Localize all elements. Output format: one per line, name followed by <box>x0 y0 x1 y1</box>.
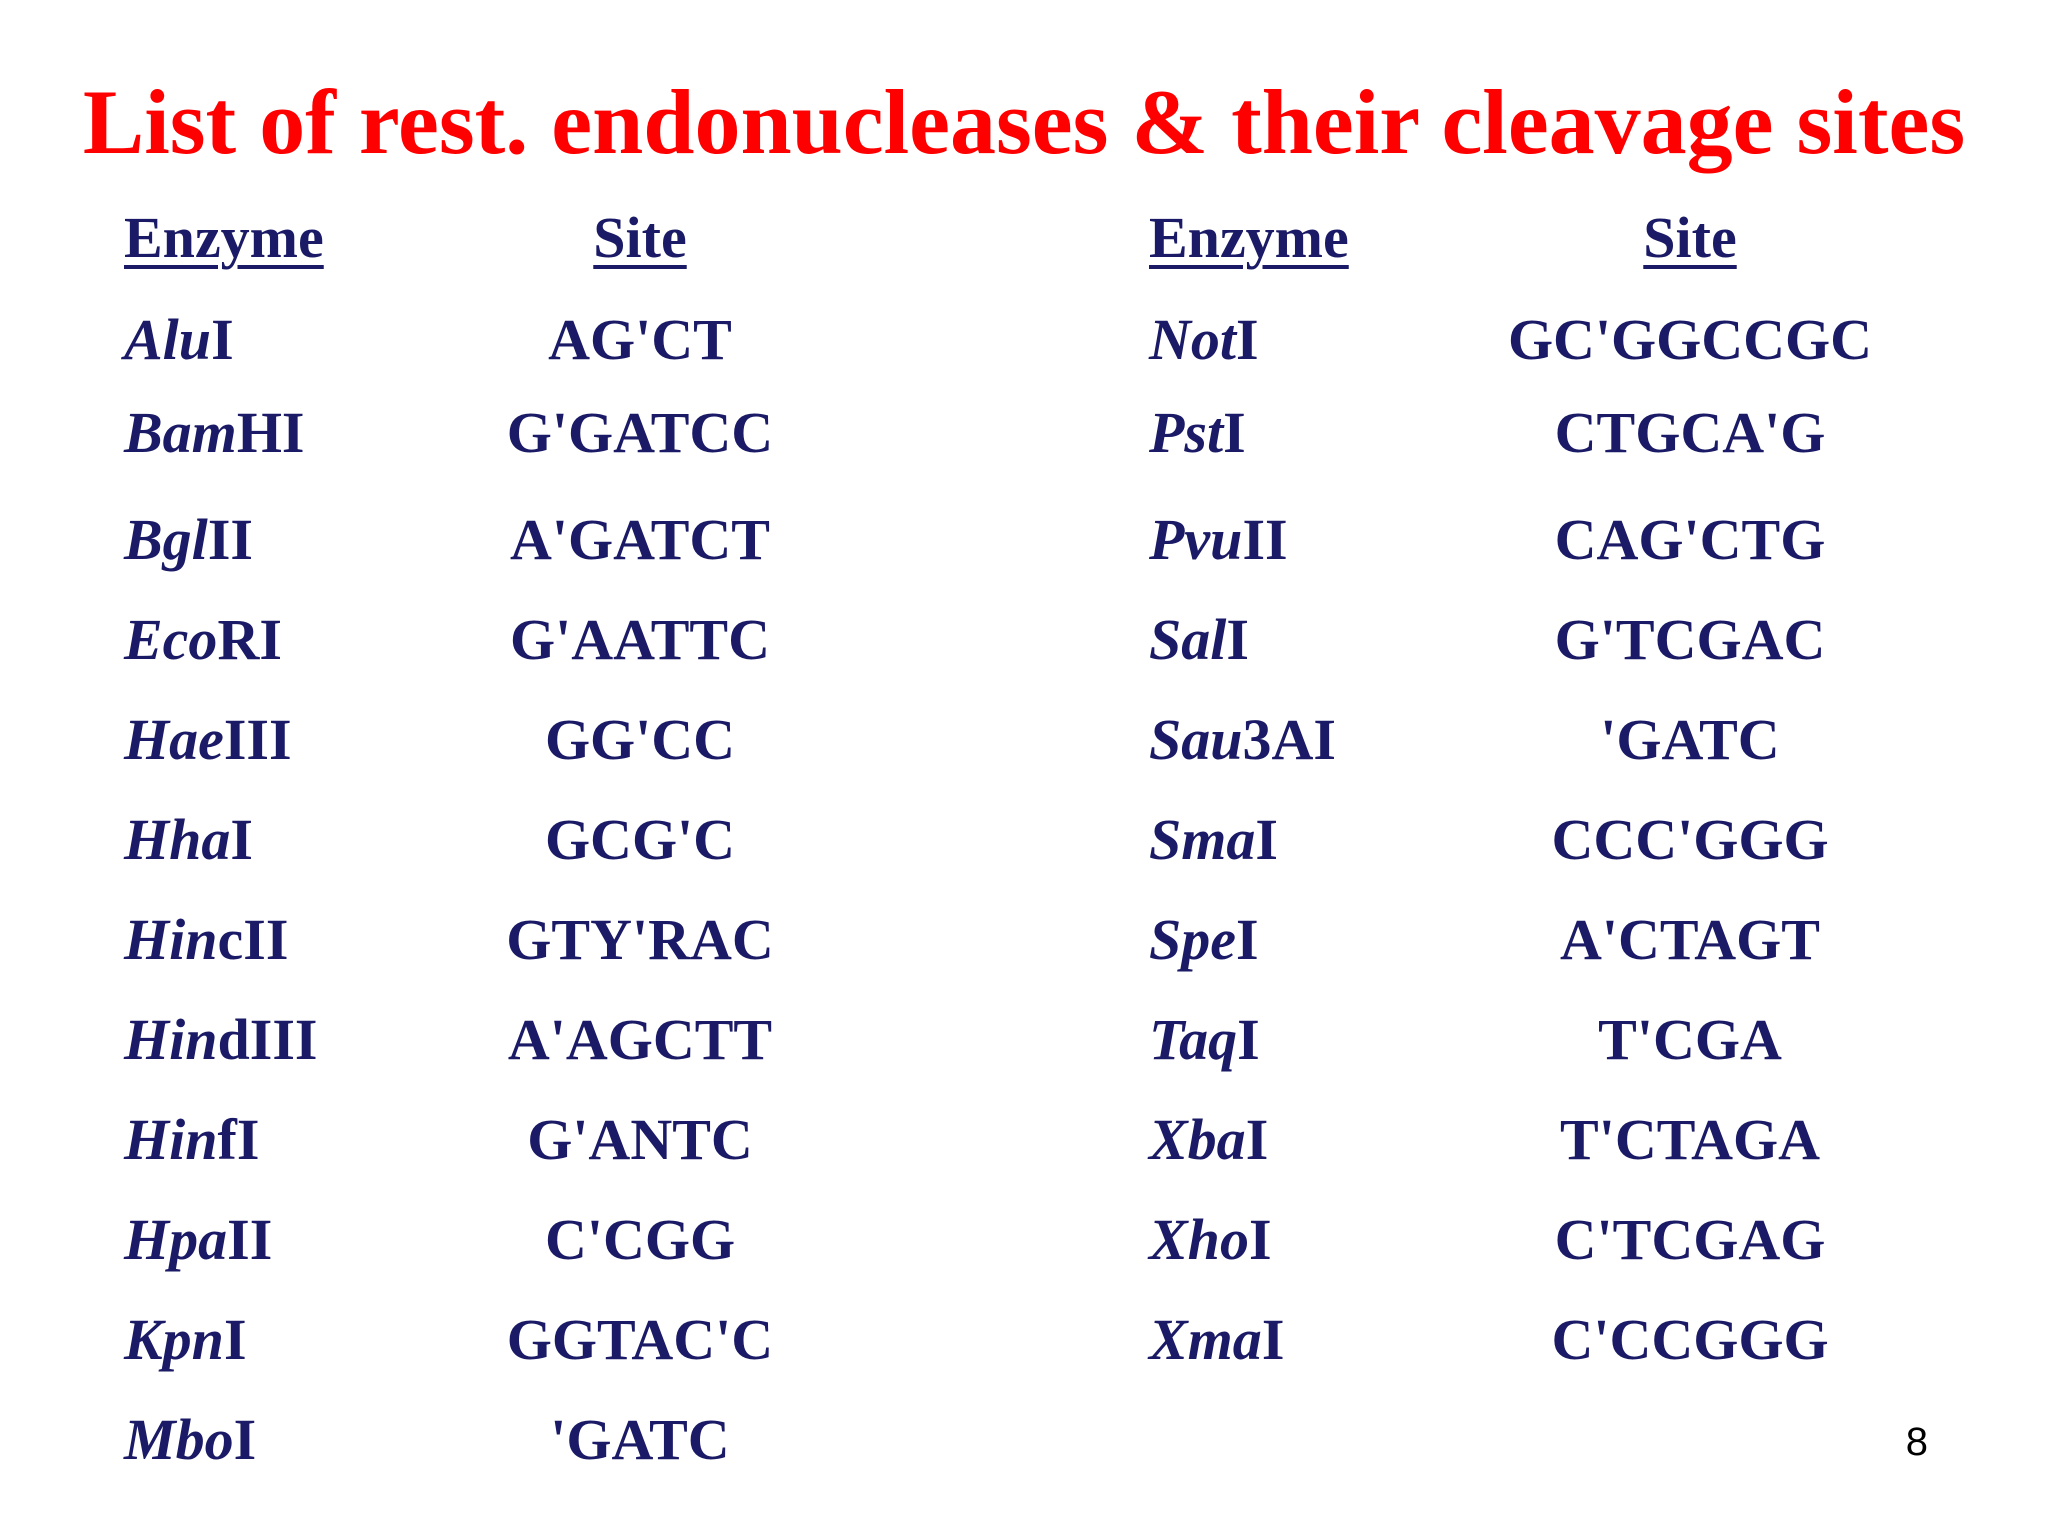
cleavage-site: GCG'C <box>544 807 736 872</box>
cleavage-site: G'TCGAC <box>1554 607 1826 672</box>
enzyme-genus: Mbo <box>124 1407 234 1472</box>
enzyme-genus: Hae <box>124 707 224 772</box>
enzyme-name: PvuII <box>1149 500 1529 580</box>
enzyme-genus: Alu <box>124 307 212 372</box>
enzyme-name: HinfI <box>124 1100 504 1180</box>
page-number: 8 <box>1905 1420 1928 1464</box>
enzyme-genus: Pst <box>1149 400 1224 465</box>
enzyme-suffix: I <box>1223 400 1246 465</box>
enzyme-genus: Sma <box>1149 807 1256 872</box>
enzyme-genus: Eco <box>124 607 218 672</box>
enzyme-suffix: I <box>1236 307 1259 372</box>
cleavage-site: GG'CC <box>544 707 736 772</box>
enzyme-name: BglII <box>124 500 504 580</box>
cleavage-site: G'ANTC <box>527 1107 753 1172</box>
enzyme-name: XmaI <box>1149 1300 1529 1380</box>
cleavage-site: T'CTAGA <box>1560 1107 1820 1172</box>
enzyme-genus: Kpn <box>124 1307 224 1372</box>
enzyme-genus: Spe <box>1149 907 1236 972</box>
enzyme-name: HpaII <box>124 1200 504 1280</box>
enzyme-name: Sau3AI <box>1149 700 1529 780</box>
enzyme-genus: Pvu <box>1149 507 1243 572</box>
enzyme-name: HhaI <box>124 800 504 880</box>
enzyme-suffix: I <box>1261 1307 1285 1372</box>
cleavage-site: T'CGA <box>1598 1007 1782 1072</box>
enzyme-genus: Bam <box>124 400 237 465</box>
cleavage-site: AG'CT <box>548 307 732 372</box>
cleavage-site: GC'GGCCGC <box>1507 307 1873 372</box>
cleavage-site: 'GATC <box>550 1407 730 1472</box>
enzyme-suffix: I <box>1248 1207 1272 1272</box>
header-site-right: Site <box>1643 205 1737 270</box>
enzyme-name: MboI <box>124 1400 504 1480</box>
enzyme-name: TaqI <box>1149 1000 1529 1080</box>
enzyme-name: XbaI <box>1149 1100 1529 1180</box>
enzyme-name: NotI <box>1149 300 1529 380</box>
enzyme-name: PstI <box>1149 393 1529 473</box>
enzyme-suffix: I <box>233 1407 257 1472</box>
enzyme-genus: Sal <box>1149 607 1227 672</box>
cleavage-site: C'TCGAG <box>1554 1207 1826 1272</box>
enzyme-genus: Hin <box>124 907 218 972</box>
enzyme-genus: Bgl <box>124 507 208 572</box>
cleavage-site: A'AGCTT <box>507 1007 773 1072</box>
enzyme-name: SalI <box>1149 600 1529 680</box>
enzyme-genus: Hpa <box>124 1207 228 1272</box>
enzyme-genus: Xma <box>1149 1307 1262 1372</box>
cleavage-site: GGTAC'C <box>506 1307 774 1372</box>
cleavage-site: 'GATC <box>1600 707 1780 772</box>
cleavage-site: A'GATCT <box>510 507 770 572</box>
enzyme-suffix: I <box>223 1307 247 1372</box>
header-site-left: Site <box>593 205 687 270</box>
enzyme-suffix: RI <box>217 607 282 672</box>
enzyme-suffix: I <box>1226 607 1249 672</box>
enzyme-name: SmaI <box>1149 800 1529 880</box>
enzyme-name: AluI <box>124 300 504 380</box>
enzyme-name: EcoRI <box>124 600 504 680</box>
enzyme-suffix: III <box>223 707 292 772</box>
enzyme-name: HindIII <box>124 1000 504 1080</box>
enzyme-suffix: I <box>1237 1007 1260 1072</box>
enzyme-suffix: I <box>1255 807 1278 872</box>
enzyme-suffix: 3AI <box>1242 707 1336 772</box>
enzyme-suffix: dIII <box>217 1007 318 1072</box>
cleavage-site: G'GATCC <box>506 400 774 465</box>
enzyme-name: BamHI <box>124 393 504 473</box>
enzyme-genus: Hin <box>124 1107 218 1172</box>
enzyme-suffix: fI <box>217 1107 260 1172</box>
cleavage-site: C'CGG <box>544 1207 736 1272</box>
cleavage-site: A'CTAGT <box>1560 907 1820 972</box>
enzyme-genus: Xho <box>1149 1207 1249 1272</box>
enzyme-suffix: HI <box>236 400 305 465</box>
cleavage-site: G'AATTC <box>510 607 770 672</box>
cleavage-site: CAG'CTG <box>1554 507 1826 572</box>
enzyme-genus: Taq <box>1149 1007 1238 1072</box>
enzyme-name: XhoI <box>1149 1200 1529 1280</box>
cleavage-site: CTGCA'G <box>1554 400 1826 465</box>
enzyme-name: SpeI <box>1149 900 1529 980</box>
enzyme-genus: Xba <box>1149 1107 1246 1172</box>
enzyme-suffix: II <box>1242 507 1288 572</box>
enzyme-suffix: cII <box>217 907 289 972</box>
enzyme-name: HaeIII <box>124 700 504 780</box>
enzyme-genus: Hha <box>124 807 231 872</box>
enzyme-genus: Sau <box>1149 707 1243 772</box>
enzyme-name: HincII <box>124 900 504 980</box>
header-enzyme-left: Enzyme <box>124 205 324 270</box>
enzyme-suffix: I <box>1236 907 1259 972</box>
enzyme-suffix: II <box>207 507 253 572</box>
cleavage-site: C'CCGGG <box>1551 1307 1829 1372</box>
enzyme-name: KpnI <box>124 1300 504 1380</box>
enzyme-suffix: I <box>211 307 234 372</box>
enzyme-suffix: I <box>230 807 253 872</box>
enzyme-suffix: I <box>1245 1107 1269 1172</box>
slide-title: List of rest. endonucleases & their clea… <box>82 71 1966 173</box>
cleavage-site: GTY'RAC <box>506 907 774 972</box>
cleavage-site: CCC'GGG <box>1551 807 1829 872</box>
enzyme-suffix: II <box>227 1207 273 1272</box>
enzyme-genus: Not <box>1149 307 1236 372</box>
enzyme-genus: Hin <box>124 1007 218 1072</box>
header-enzyme-right: Enzyme <box>1149 205 1349 270</box>
